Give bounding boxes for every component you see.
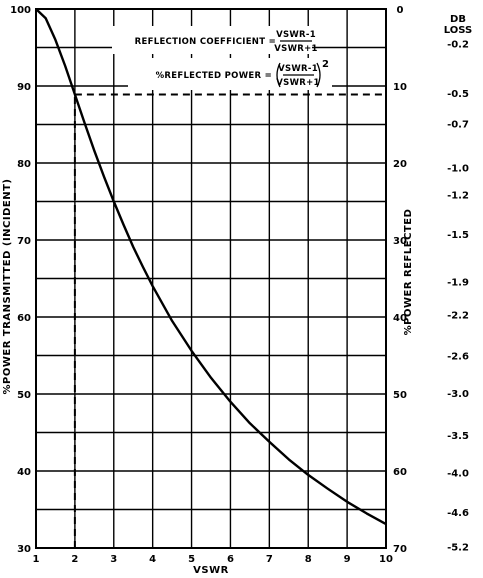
x-tick-label: 5 xyxy=(188,554,195,565)
formula-2-lhs: %REFLECTED POWER = xyxy=(156,71,272,81)
left-tick-label: 100 xyxy=(10,5,31,16)
left-tick-label: 80 xyxy=(17,159,31,170)
tick-labels: 1 2 3 4 5 6 7 8 9 10 100 90 80 70 60 50 40 30 0 10 20 30 40 50 6… xyxy=(10,5,469,565)
db-tick-label: -1.0 xyxy=(447,164,469,175)
db-tick-label: -3.5 xyxy=(447,431,469,442)
reflected-power-formula: %REFLECTED POWER = VSWR-1 VSWR+1 2 xyxy=(128,58,332,90)
db-tick-label: -1.2 xyxy=(447,191,469,202)
db-tick-label: -0.7 xyxy=(447,120,469,131)
x-tick-label: 2 xyxy=(71,554,78,565)
formula-2-right-paren xyxy=(316,62,321,88)
right-tick-label: 20 xyxy=(393,159,407,170)
formula-2-exponent: 2 xyxy=(322,59,329,70)
x-tick-label: 6 xyxy=(227,554,234,565)
left-tick-label: 30 xyxy=(17,544,31,555)
formula-1-numerator: VSWR-1 xyxy=(276,30,316,40)
db-tick-label: -2.2 xyxy=(447,311,469,322)
db-tick-label: -4.0 xyxy=(447,469,469,480)
right-tick-label: 60 xyxy=(393,467,407,478)
x-tick-label: 8 xyxy=(305,554,312,565)
left-axis-title: %POWER TRANSMITTED (INCIDENT) xyxy=(2,179,13,395)
reference-lines xyxy=(73,93,386,548)
x-tick-label: 3 xyxy=(110,554,117,565)
right-axis-title: %POWER REFLECTED xyxy=(403,209,414,336)
right-tick-label: 40 xyxy=(393,313,407,324)
db-tick-label: -3.0 xyxy=(447,389,469,400)
x-tick-label: 7 xyxy=(266,554,273,565)
x-tick-label: 10 xyxy=(379,554,393,565)
left-tick-label: 70 xyxy=(17,236,31,247)
right-tick-label: 0 xyxy=(397,5,404,16)
right-tick-label: 70 xyxy=(393,544,407,555)
left-tick-label: 50 xyxy=(17,390,31,401)
x-axis-title: VSWR xyxy=(193,565,229,576)
left-tick-label: 40 xyxy=(17,467,31,478)
x-tick-label: 9 xyxy=(344,554,351,565)
x-tick-label: 1 xyxy=(33,554,40,565)
db-axis-title-line1: DB xyxy=(450,14,466,25)
reflection-coefficient-formula: REFLECTION COEFFICIENT = VSWR-1 VSWR+1 xyxy=(112,26,317,54)
db-axis-title-line2: LOSS xyxy=(444,25,472,36)
left-tick-label: 60 xyxy=(17,313,31,324)
db-tick-label: -0.2 xyxy=(447,40,469,51)
formula-2-numerator: VSWR-1 xyxy=(278,64,318,74)
formula-1-denominator: VSWR+1 xyxy=(274,44,317,54)
right-tick-label: 30 xyxy=(393,236,407,247)
db-tick-label: -1.5 xyxy=(447,230,469,241)
grid-lines xyxy=(36,9,386,548)
db-tick-label: -0.5 xyxy=(447,89,469,100)
right-tick-label: 10 xyxy=(393,82,407,93)
right-tick-label: 50 xyxy=(393,390,407,401)
formula-2-denominator: VSWR+1 xyxy=(276,78,319,88)
formula-2-left-paren xyxy=(276,62,281,88)
left-tick-label: 90 xyxy=(17,82,31,93)
db-tick-label: -1.9 xyxy=(447,278,469,289)
db-tick-label: -5.2 xyxy=(447,542,469,553)
power-transmitted-curve xyxy=(35,8,387,526)
x-tick-label: 4 xyxy=(149,554,156,565)
db-tick-label: -2.6 xyxy=(447,352,469,363)
curve-layer xyxy=(35,8,387,526)
plot-frame xyxy=(35,8,387,549)
formula-1-lhs: REFLECTION COEFFICIENT = xyxy=(135,37,276,47)
db-tick-label: -4.6 xyxy=(447,508,469,519)
